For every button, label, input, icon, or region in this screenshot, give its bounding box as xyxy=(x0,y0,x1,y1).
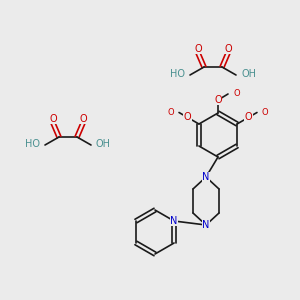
Text: N: N xyxy=(202,220,210,230)
Text: O: O xyxy=(167,108,174,117)
Text: O: O xyxy=(79,114,87,124)
Text: O: O xyxy=(224,44,232,54)
Text: OH: OH xyxy=(241,69,256,79)
Text: N: N xyxy=(170,216,178,226)
Text: O: O xyxy=(214,95,222,105)
Text: O: O xyxy=(194,44,202,54)
Text: O: O xyxy=(244,112,252,122)
Text: HO: HO xyxy=(170,69,185,79)
Text: O: O xyxy=(184,112,191,122)
Text: O: O xyxy=(49,114,57,124)
Text: O: O xyxy=(234,89,241,98)
Text: HO: HO xyxy=(25,139,40,149)
Text: N: N xyxy=(202,172,210,182)
Text: OH: OH xyxy=(96,139,111,149)
Text: O: O xyxy=(262,108,268,117)
